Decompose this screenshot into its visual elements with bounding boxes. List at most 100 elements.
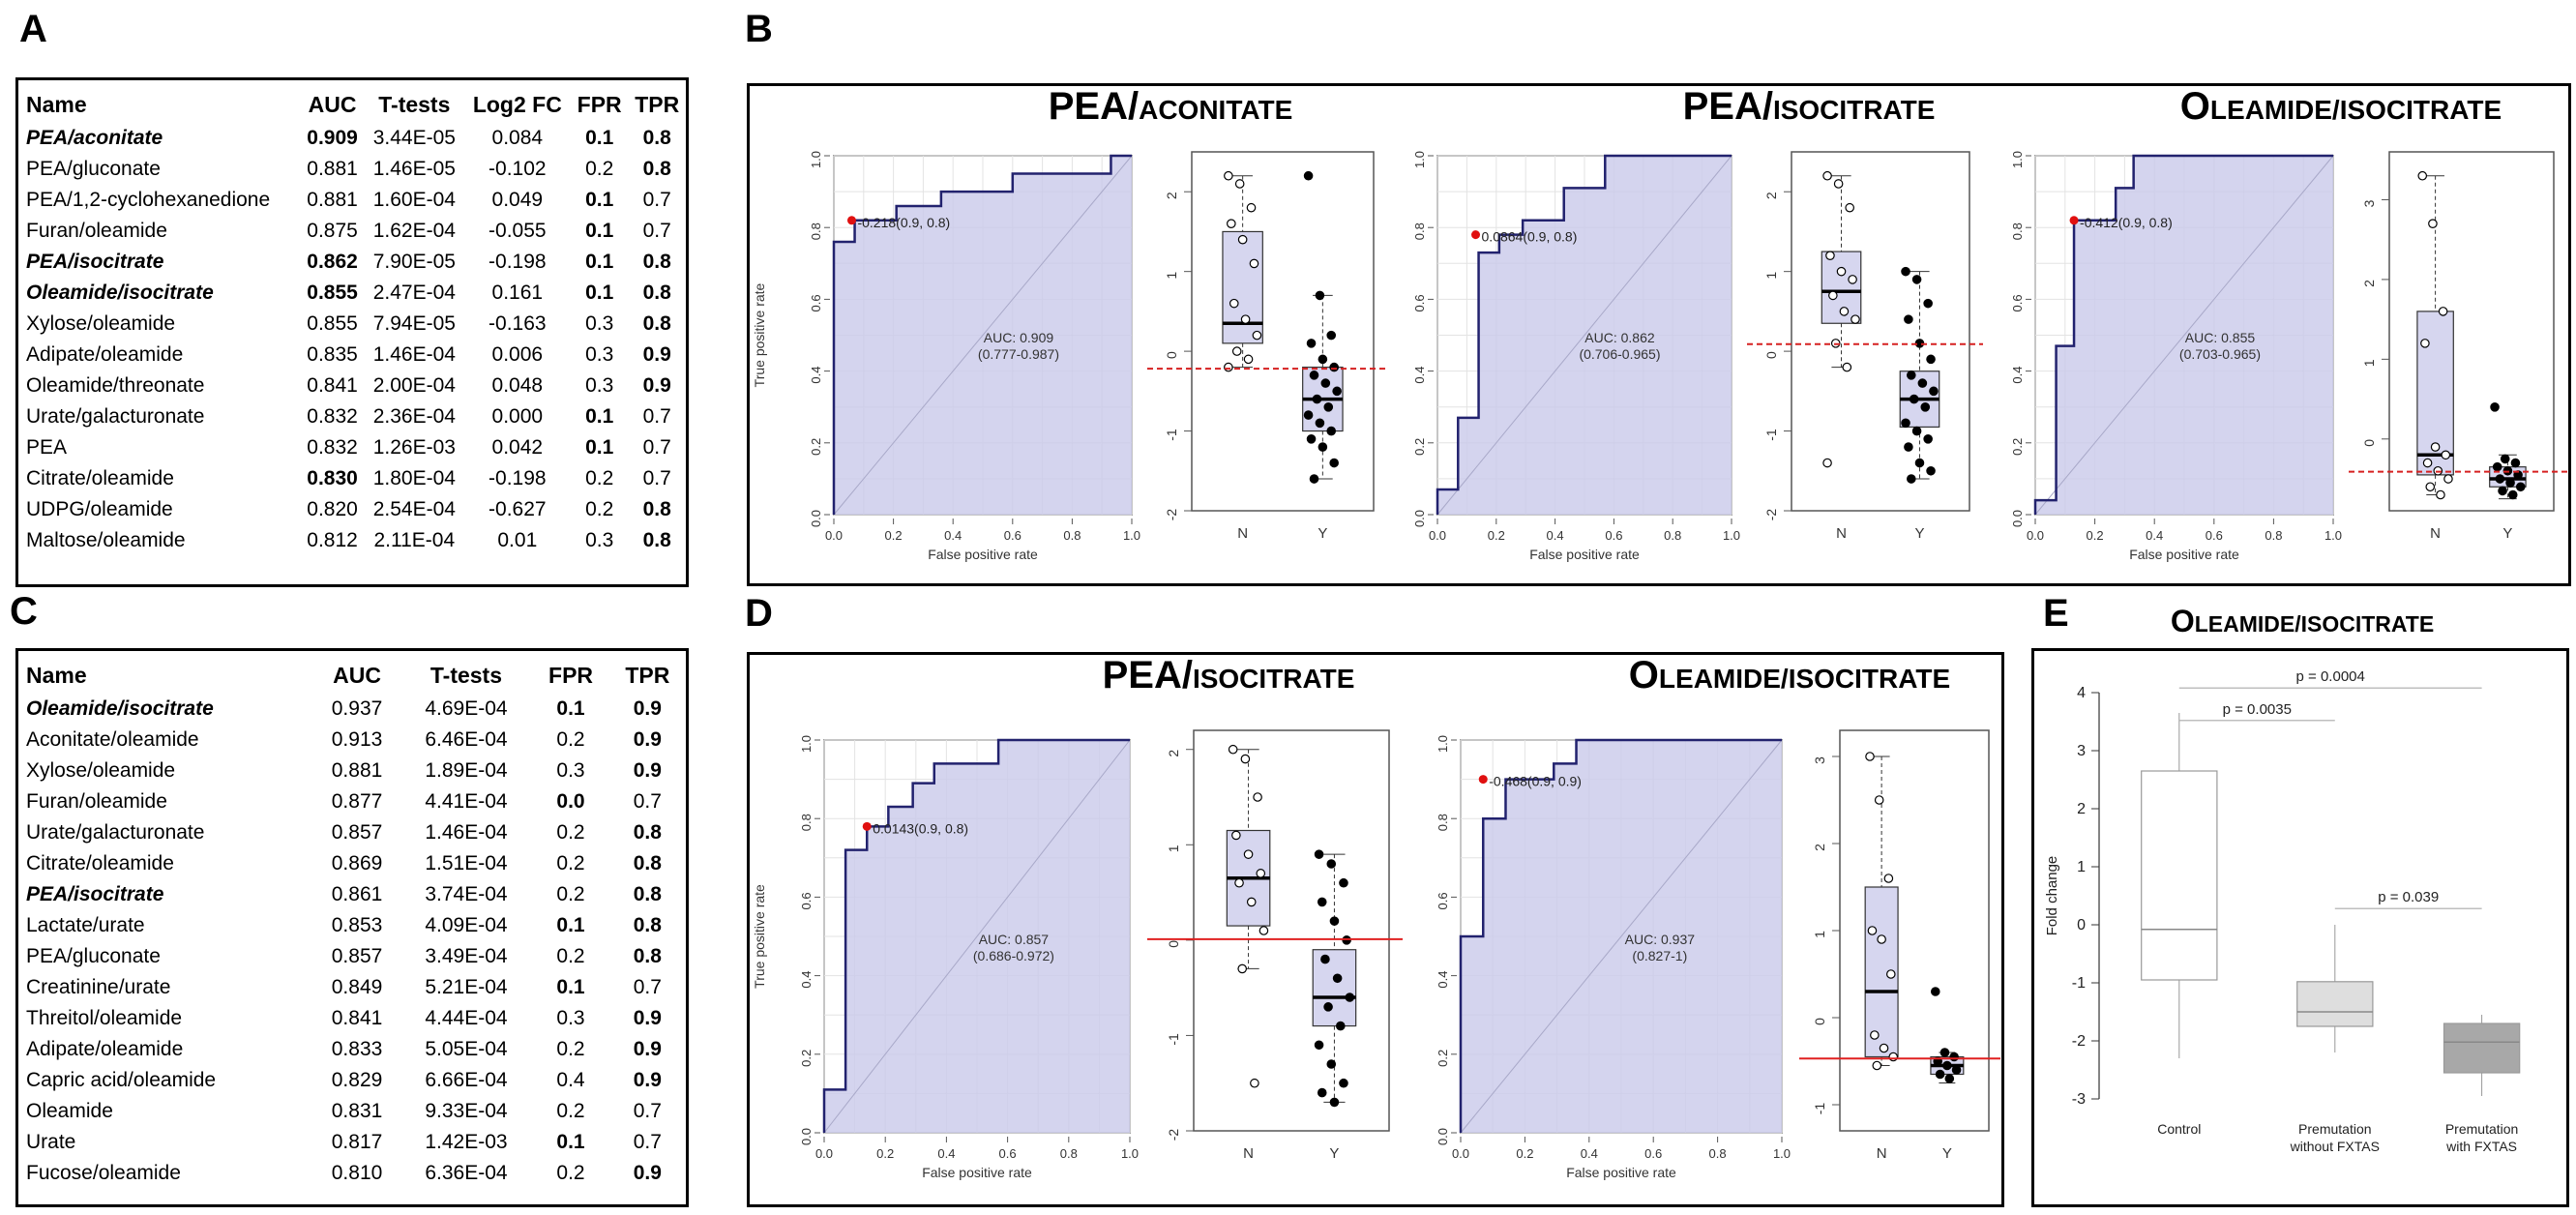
table-cell-tpr: 0.7	[633, 1100, 662, 1122]
y-tick-label: 0.8	[809, 222, 823, 240]
table-cell-auc: 0.833	[331, 1038, 383, 1060]
data-point	[1907, 370, 1916, 380]
table-cell-fpr: 0.3	[585, 343, 614, 366]
cutoff-label: -0.468(0.9, 0.9)	[1489, 774, 1582, 789]
cutoff-point	[2069, 216, 2079, 225]
table-cell-name: Creatinine/urate	[26, 976, 171, 998]
p-value-label: p = 0.0035	[2223, 701, 2292, 718]
plot-area	[1191, 151, 1375, 512]
y-tick-label: 0	[1166, 940, 1181, 948]
data-point	[1839, 307, 1850, 316]
data-point	[1243, 849, 1254, 859]
x-tick-label: 0.2	[1516, 1146, 1533, 1161]
data-point	[1315, 290, 1325, 301]
y-tick-label: -2	[1164, 509, 1179, 521]
data-point	[1926, 465, 1936, 476]
y-tick-label: -2	[2072, 1033, 2086, 1050]
table-cell-tpr: 0.9	[633, 759, 662, 782]
table-cell-tpr: 0.7	[642, 436, 671, 459]
table-cell-auc: 0.869	[331, 852, 383, 874]
data-point	[1335, 1021, 1346, 1031]
x-tick-label: 0.6	[1605, 528, 1622, 543]
table-row: Oleamide/isocitrate 0.937 4.69E-04 0.1 0.9	[18, 694, 686, 725]
table-row: Aconitate/oleamide 0.913 6.46E-04 0.2 0.9	[18, 725, 686, 756]
table-cell-fpr: 0.1	[585, 189, 614, 211]
data-point	[1872, 1060, 1882, 1071]
data-point	[1246, 202, 1257, 213]
y-tick-label: 1.0	[2010, 151, 2025, 168]
diagonal-reference-line	[2034, 155, 2334, 516]
table-cell-auc: 0.875	[307, 220, 358, 242]
table-cell-t: 1.26E-03	[372, 436, 456, 459]
table-row: PEA/gluconate 0.881 1.46E-05 -0.102 0.2 0.8	[18, 154, 686, 185]
table-cell-tpr: 0.8	[642, 127, 671, 149]
column-header: FPR	[548, 662, 594, 688]
table-cell-fpr: 0.1	[585, 220, 614, 242]
y-axis-label: Fold change	[2044, 856, 2060, 936]
cutoff-point	[846, 216, 856, 225]
table-cell-auc: 0.909	[307, 127, 358, 149]
x-tick-label: 0.2	[1488, 528, 1505, 543]
plot-area	[1193, 729, 1390, 1132]
panel-letter-c: C	[10, 590, 38, 633]
y-tick-label: 1.0	[1436, 735, 1450, 753]
table-cell-t: 3.49E-04	[425, 945, 508, 967]
data-point	[1326, 426, 1337, 436]
y-tick-label: 1.0	[809, 151, 823, 168]
data-point	[1874, 795, 1884, 805]
table-row: Citrate/oleamide 0.869 1.51E-04 0.2 0.8	[18, 848, 686, 879]
cutoff-label: -0.412(0.9, 0.8)	[2080, 215, 2173, 230]
data-point	[2428, 219, 2438, 228]
y-tick-label: 0.6	[1412, 294, 1427, 311]
y-tick-label: 0.6	[2010, 294, 2025, 311]
table-cell-name: Threitol/oleamide	[26, 1007, 183, 1029]
column-header: TPR	[635, 91, 680, 117]
data-point	[1339, 1078, 1348, 1088]
data-point	[1243, 354, 1254, 365]
data-point	[1886, 969, 1896, 979]
data-point	[1314, 849, 1324, 859]
x-tick-label: 0.0	[1429, 528, 1446, 543]
table-cell-fc: -0.055	[489, 220, 547, 242]
y-tick-label: 3	[2361, 199, 2377, 207]
table-cell-tpr: 0.7	[633, 1131, 662, 1153]
data-point	[2436, 489, 2445, 500]
data-point	[1951, 1065, 1962, 1075]
x-tick-label: Y	[1329, 1145, 1339, 1162]
table-cell-name: Citrate/oleamide	[26, 852, 174, 874]
x-tick-label: 1.0	[1773, 1146, 1791, 1161]
table-row: Maltose/oleamide 0.812 2.11E-04 0.01 0.3 0.8	[18, 525, 686, 556]
y-tick-label: 0.0	[2010, 510, 2025, 527]
table-cell-auc: 0.817	[331, 1131, 383, 1153]
data-point	[2438, 307, 2448, 316]
data-point	[2425, 482, 2436, 492]
y-tick-label: -2	[1763, 509, 1779, 521]
table-cell-tpr: 0.8	[642, 251, 671, 273]
boxplot-chart-b2: -2 -1 0 1 2 N Y	[1747, 151, 1983, 542]
table-cell-name: UDPG/oleamide	[26, 498, 173, 520]
x-axis-label: False positive rate	[928, 547, 1038, 562]
table-cell-t: 1.46E-04	[372, 343, 456, 366]
y-tick-label: 0	[1164, 351, 1179, 359]
table-cell-t: 3.44E-05	[372, 127, 456, 149]
data-point	[2430, 442, 2441, 452]
data-point	[1249, 258, 1259, 269]
table-row: Citrate/oleamide 0.830 1.80E-04 -0.198 0.2 0.…	[18, 463, 686, 494]
cutoff-label: 0.0143(0.9, 0.8)	[873, 820, 968, 836]
data-point	[1306, 433, 1317, 444]
table-cell-auc: 0.857	[331, 945, 383, 967]
y-tick-label: 4	[2077, 685, 2086, 701]
y-tick-label: 0.2	[2010, 438, 2025, 456]
table-row: Xylose/oleamide 0.881 1.89E-04 0.3 0.9	[18, 756, 686, 786]
x-tick-label: 0.2	[885, 528, 903, 543]
y-tick-label: 2	[1763, 192, 1779, 199]
table-cell-tpr: 0.8	[633, 821, 662, 844]
title-b3: OLEAMIDE/ISOCITRATE	[2179, 85, 2502, 128]
y-tick-label: 2	[2361, 280, 2377, 287]
data-point	[1306, 339, 1317, 348]
table-c-grid: Name AUC T-tests FPR TPR Oleamide/isocitrate…	[18, 657, 686, 1189]
table-row: Urate 0.817 1.42E-03 0.1 0.7	[18, 1127, 686, 1158]
data-point	[1901, 266, 1910, 277]
table-cell-auc: 0.853	[331, 914, 383, 936]
p-value-label: p = 0.0004	[2296, 668, 2365, 685]
